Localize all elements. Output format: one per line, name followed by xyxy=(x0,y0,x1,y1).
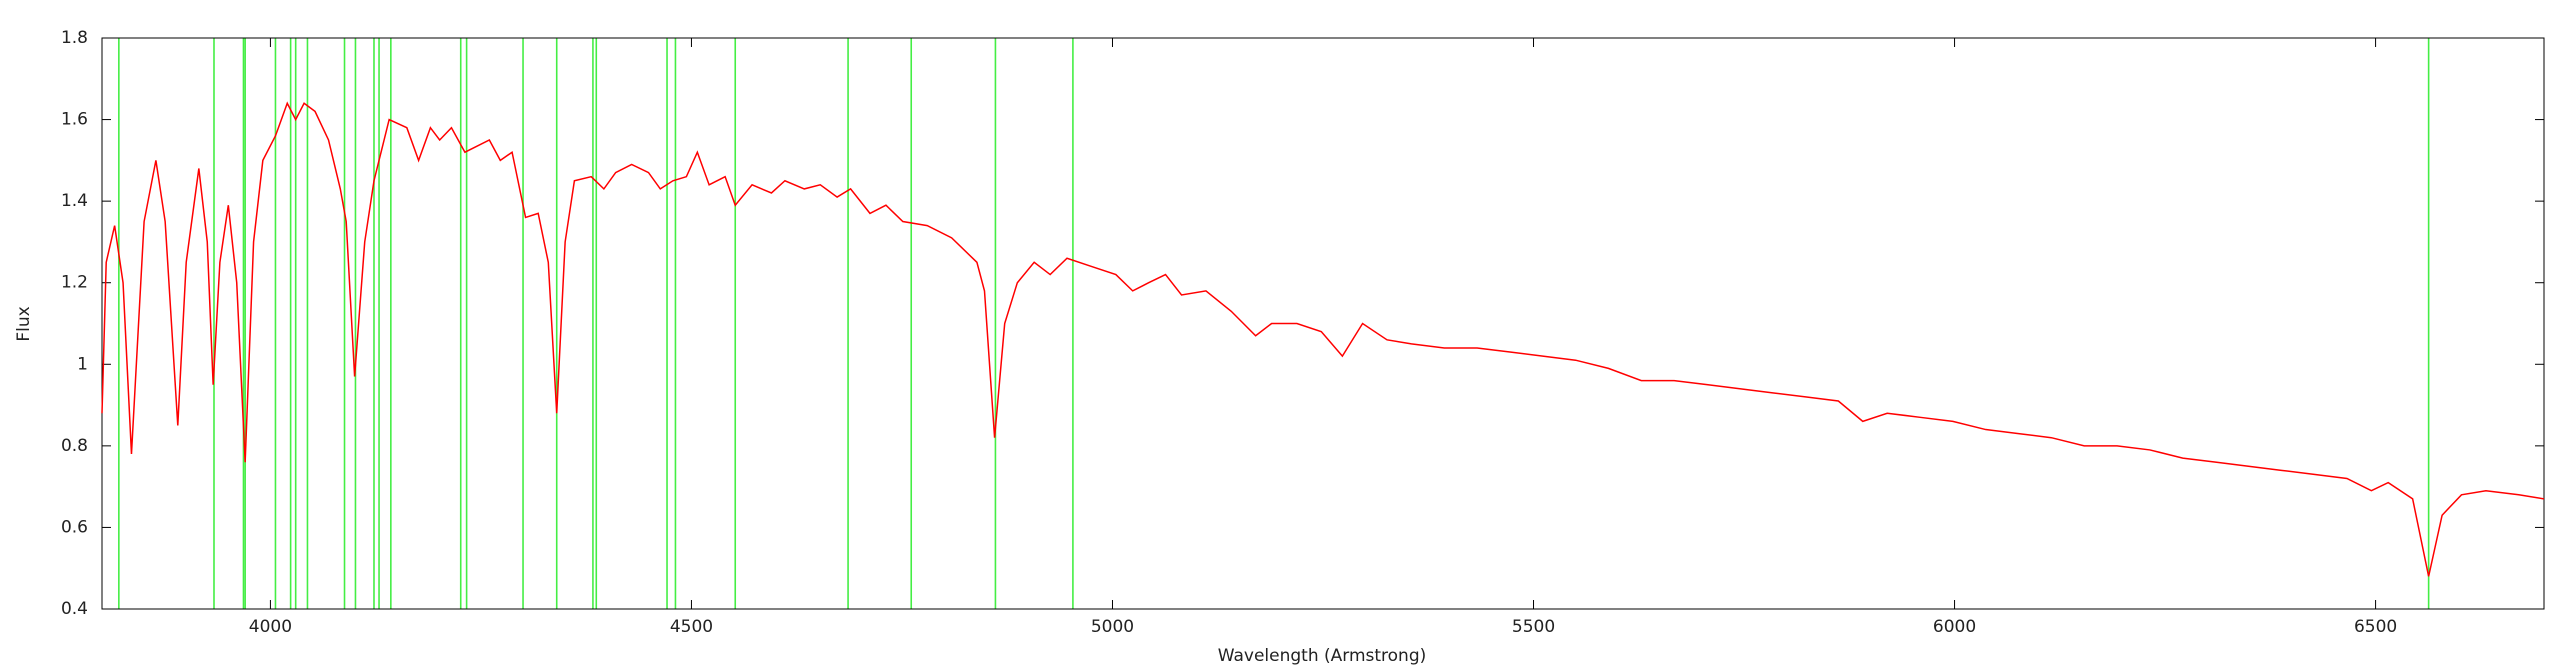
x-axis-label: Wavelength (Armstrong) xyxy=(1218,646,1427,666)
x-tick-label: 4500 xyxy=(670,617,713,637)
x-tick-label: 6000 xyxy=(1933,617,1976,637)
x-tick-label: 4000 xyxy=(249,617,292,637)
x-tick-label: 6500 xyxy=(2354,617,2397,637)
y-tick-label: 1.6 xyxy=(61,110,88,130)
y-tick-label: 0.4 xyxy=(61,599,88,619)
y-tick-label: 1.4 xyxy=(61,191,88,211)
x-tick-label: 5500 xyxy=(1512,617,1555,637)
spectrum-line xyxy=(101,101,2545,577)
y-tick-label: 1.8 xyxy=(61,28,88,48)
y-tick-label: 0.8 xyxy=(61,436,88,456)
y-tick-label: 1.2 xyxy=(61,273,88,293)
plot-frame xyxy=(101,37,2545,610)
y-tick-label: 1 xyxy=(77,354,88,374)
x-tick-label: 5000 xyxy=(1091,617,1134,637)
y-tick-label: 0.6 xyxy=(61,517,88,537)
y-axis-label: Flux xyxy=(14,306,34,341)
